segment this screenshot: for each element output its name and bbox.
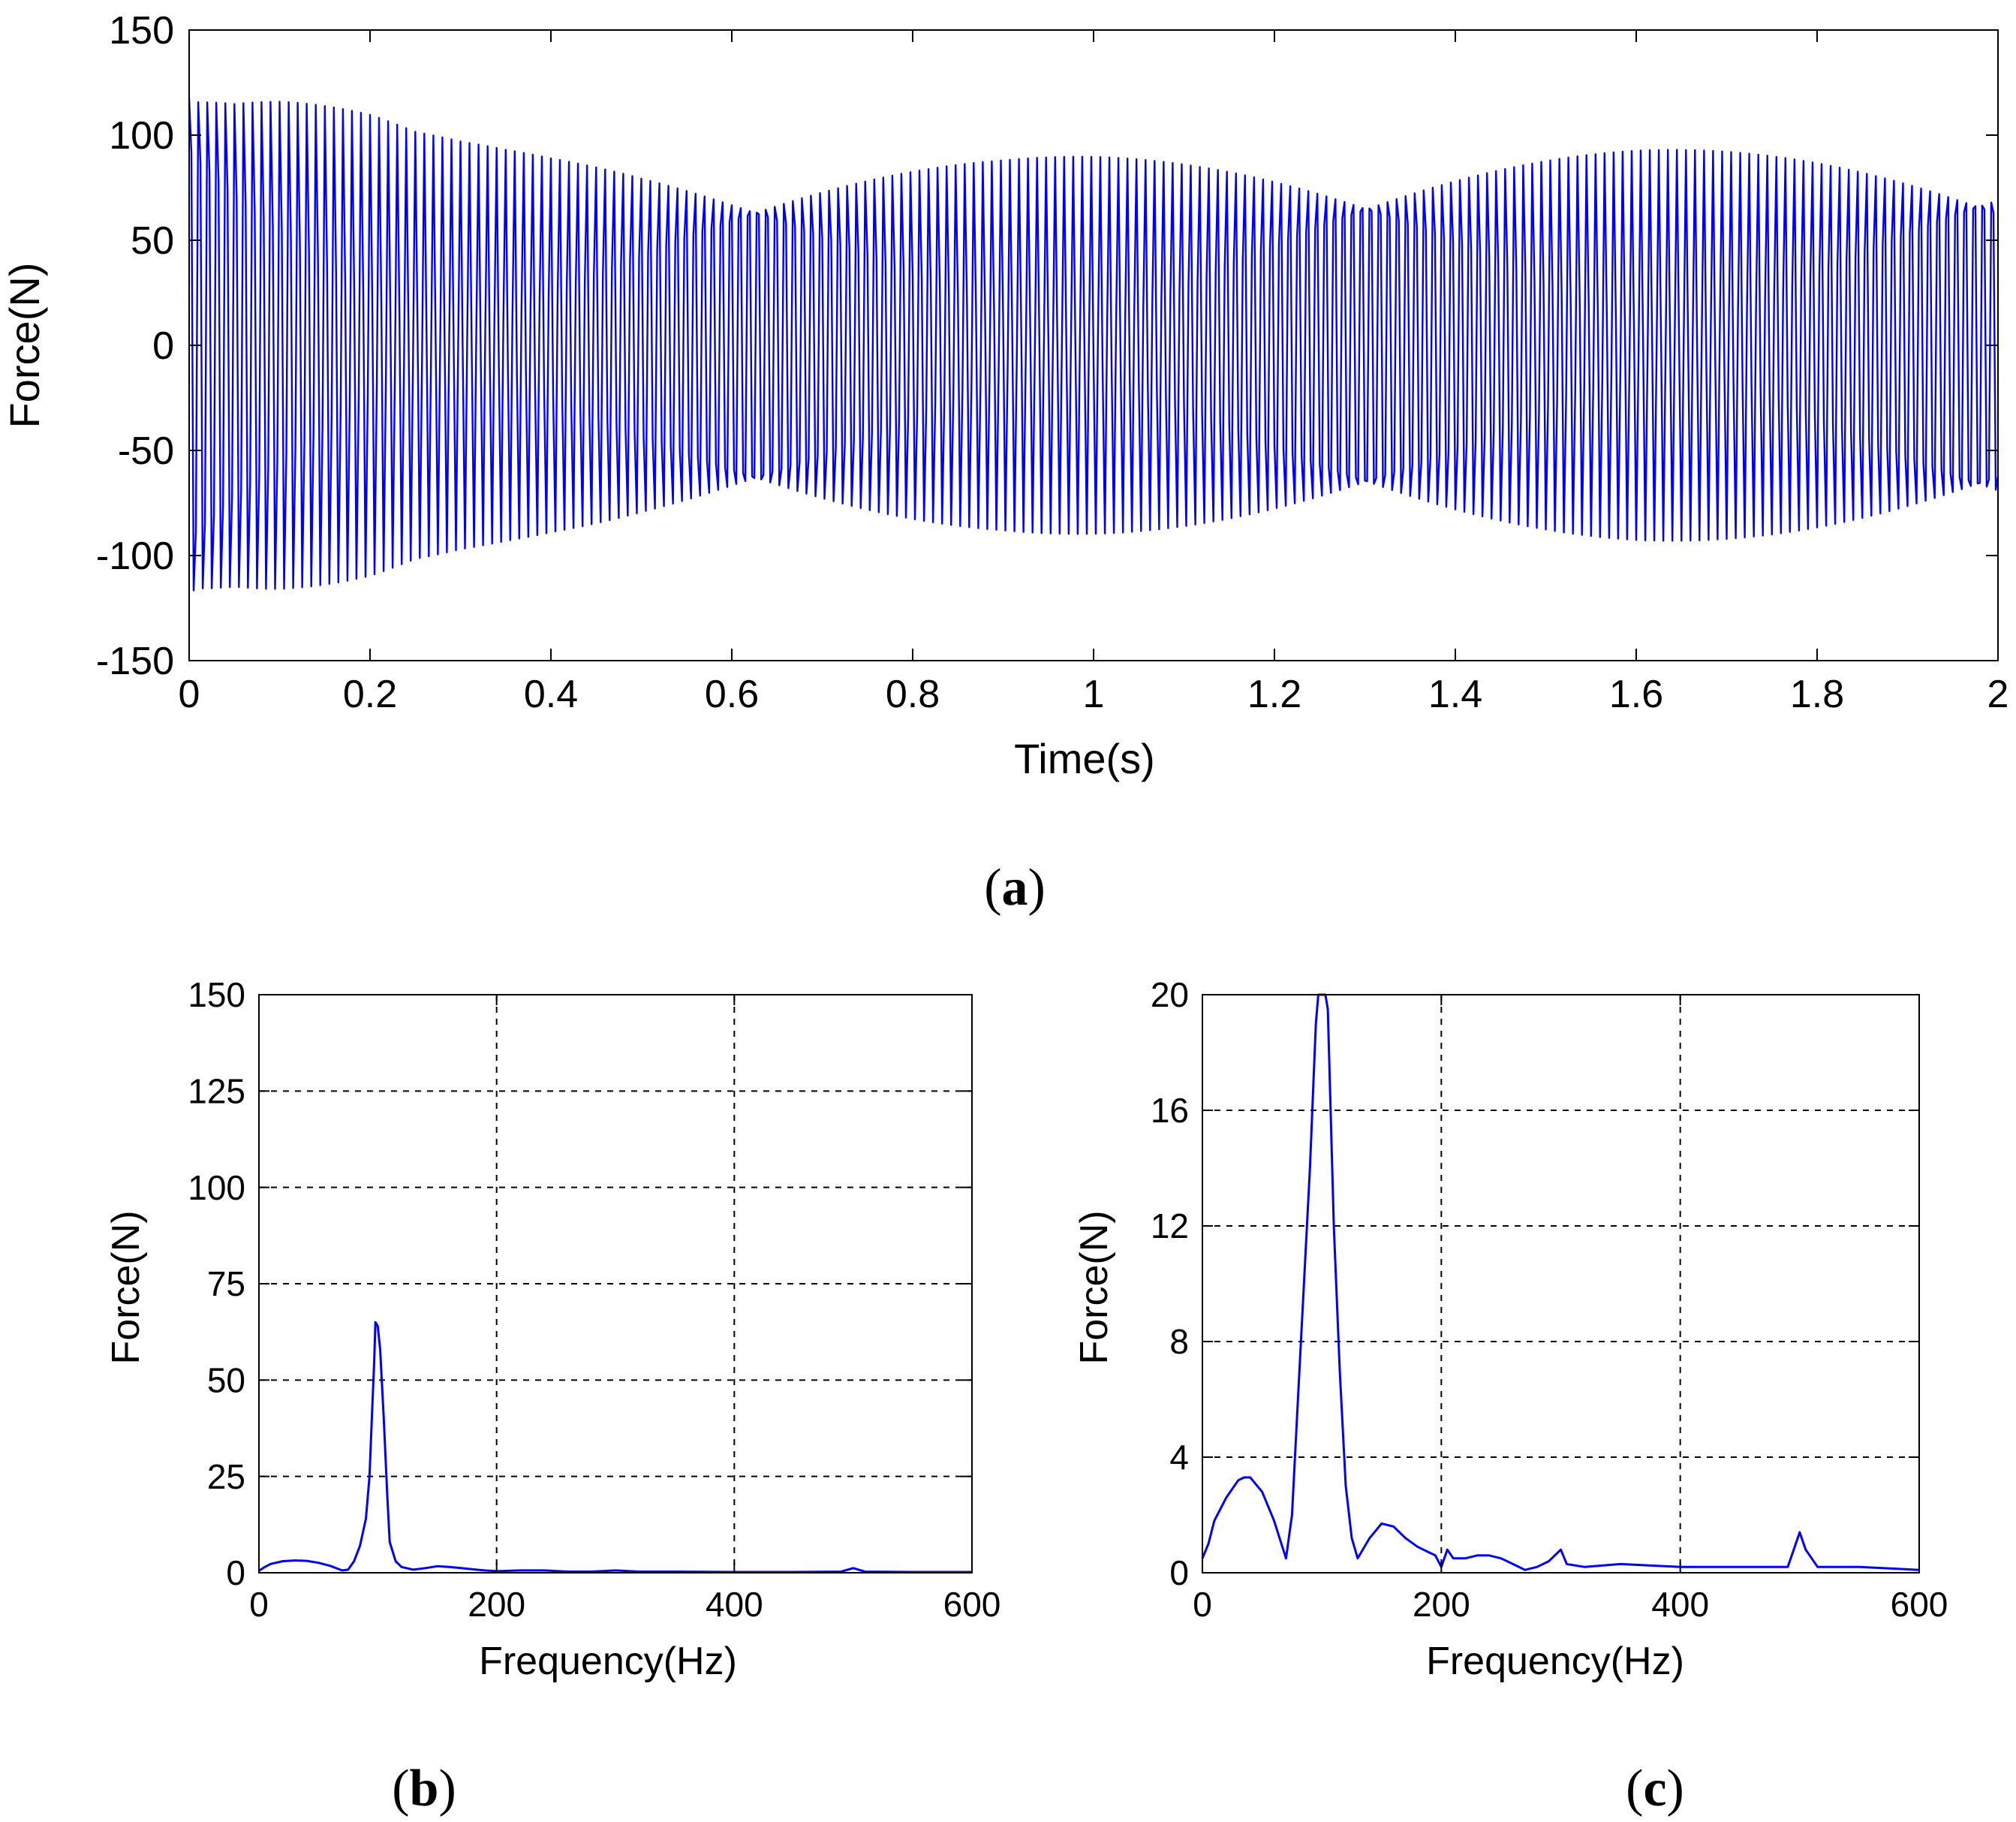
axis-ticks-b: 0 200 400 600 0 25 50 75 100 125 150 bbox=[188, 975, 1000, 1624]
y-axis-label-b: Force(N) bbox=[104, 1210, 148, 1364]
x-tick-label: 200 bbox=[468, 1585, 525, 1624]
y-tick-label: 125 bbox=[188, 1071, 245, 1110]
y-tick-label: 50 bbox=[207, 1360, 245, 1399]
y-tick-label: 20 bbox=[1151, 975, 1189, 1014]
y-tick-label: 100 bbox=[188, 1168, 245, 1207]
panel-label-b-text: b bbox=[410, 1760, 439, 1817]
x-axis-label-c: Frequency(Hz) bbox=[1426, 1640, 1684, 1683]
panel-label-c-text: c bbox=[1643, 1760, 1666, 1817]
x-tick-label: 1.2 bbox=[1247, 673, 1301, 716]
x-tick-label: 1 bbox=[1083, 673, 1105, 716]
y-tick-label: 4 bbox=[1169, 1438, 1189, 1477]
y-tick-label: -100 bbox=[96, 535, 174, 578]
x-tick-label: 0 bbox=[249, 1585, 269, 1624]
y-tick-label: 150 bbox=[109, 9, 174, 53]
plot-area-a bbox=[188, 98, 1999, 592]
y-tick-label: 12 bbox=[1151, 1206, 1189, 1245]
y-tick-label: 0 bbox=[1169, 1553, 1189, 1592]
series-line-b bbox=[258, 1321, 972, 1574]
x-tick-label: 2 bbox=[1987, 673, 2009, 716]
panel-label-b: (b) bbox=[392, 1760, 456, 1817]
series-line-c bbox=[1201, 993, 1920, 1571]
x-tick-label: 0 bbox=[1193, 1585, 1212, 1624]
y-tick-label: 0 bbox=[226, 1553, 245, 1592]
x-tick-label: 400 bbox=[706, 1585, 763, 1624]
x-axis-label-b: Frequency(Hz) bbox=[479, 1640, 737, 1683]
panel-label-a-text: a bbox=[1002, 859, 1028, 917]
x-axis-label-a: Time(s) bbox=[1014, 735, 1155, 782]
x-tick-label: 0.6 bbox=[705, 673, 759, 716]
x-tick-label: 200 bbox=[1413, 1585, 1470, 1624]
y-axis-label-a: Force(N) bbox=[1, 263, 48, 429]
y-tick-label: 25 bbox=[207, 1457, 245, 1496]
x-tick-label: 0.8 bbox=[886, 673, 940, 716]
plot-frame-c bbox=[1202, 994, 1920, 1574]
axis-ticks-c: 0 200 400 600 0 4 8 12 16 20 bbox=[1151, 975, 1948, 1624]
y-tick-label: 8 bbox=[1169, 1322, 1189, 1361]
x-tick-label: 400 bbox=[1651, 1585, 1709, 1624]
x-tick-label: 0.2 bbox=[343, 673, 397, 716]
panel-label-c: (c) bbox=[1626, 1760, 1684, 1817]
x-tick-label: 1.4 bbox=[1428, 673, 1482, 716]
x-tick-label: 600 bbox=[1891, 1585, 1948, 1624]
y-tick-label: 75 bbox=[207, 1264, 245, 1303]
y-axis-label-c: Force(N) bbox=[1073, 1210, 1116, 1364]
y-tick-label: 16 bbox=[1151, 1091, 1189, 1130]
y-tick-label: 150 bbox=[188, 975, 245, 1014]
plot-area-c bbox=[1201, 993, 1920, 1573]
panel-label-a: (a) bbox=[984, 859, 1046, 917]
x-tick-label: 0 bbox=[179, 673, 200, 716]
chart-panel-b: 0 200 400 600 0 25 50 75 100 125 150 Frequency(Hz)… bbox=[104, 975, 1000, 1817]
y-tick-label: 50 bbox=[131, 219, 174, 263]
x-tick-label: 600 bbox=[943, 1585, 1001, 1624]
x-tick-label: 1.6 bbox=[1609, 673, 1663, 716]
y-tick-label: -50 bbox=[118, 429, 174, 473]
x-tick-label: 0.4 bbox=[524, 673, 578, 716]
series-line-a bbox=[188, 98, 1999, 592]
y-tick-label: -150 bbox=[96, 640, 174, 683]
plot-area-b bbox=[258, 994, 972, 1574]
chart-panel-c: 0 200 400 600 0 4 8 12 16 20 Frequency(Hz) Force(… bbox=[1073, 975, 1948, 1817]
chart-panel-a: 0 0.2 0.4 0.6 0.8 1 1.2 1.4 1.6 1.8 2 -150 -100 -50 0 5… bbox=[1, 9, 2008, 917]
y-tick-label: 0 bbox=[152, 324, 174, 368]
axis-ticks-a: 0 0.2 0.4 0.6 0.8 1 1.2 1.4 1.6 1.8 2 -150 -100 -50 0 5… bbox=[96, 9, 2009, 716]
x-tick-label: 1.8 bbox=[1790, 673, 1844, 716]
y-tick-label: 100 bbox=[109, 114, 174, 158]
